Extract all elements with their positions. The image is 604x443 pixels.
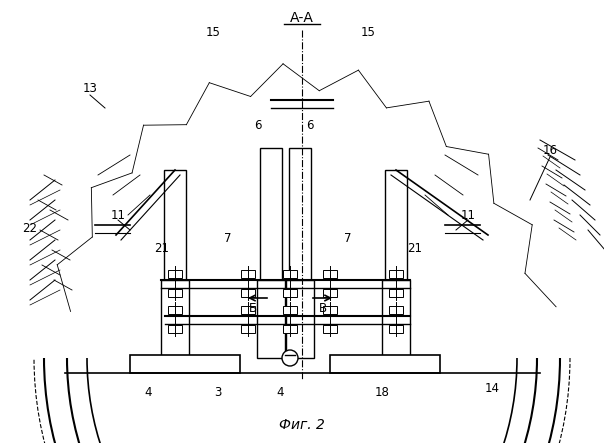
Bar [286,280,314,358]
Text: 6: 6 [254,118,262,132]
Bar [289,148,311,280]
Bar [323,270,337,278]
Bar [323,289,337,297]
Bar [283,289,297,297]
Text: 11: 11 [460,209,475,222]
Bar [389,270,403,278]
Bar [283,325,297,333]
Text: 21: 21 [408,241,423,254]
Text: 4: 4 [276,385,284,399]
Bar [130,355,240,373]
Text: 14: 14 [484,381,500,395]
Text: 21: 21 [155,241,170,254]
Bar [241,289,255,297]
Text: 15: 15 [205,26,220,39]
Bar [241,270,255,278]
Text: А-А: А-А [290,11,314,25]
Bar [389,325,403,333]
Text: 3: 3 [214,386,222,400]
Bar [330,355,440,373]
Bar [257,280,285,358]
Bar [168,289,182,297]
Text: 15: 15 [361,26,376,39]
Text: 7: 7 [224,232,232,245]
Circle shape [282,350,298,366]
Text: Фиг. 2: Фиг. 2 [279,418,325,432]
Bar [168,325,182,333]
Text: 16: 16 [542,144,557,156]
Bar [168,306,182,314]
Text: 7: 7 [344,232,352,245]
Bar [323,306,337,314]
Text: 6: 6 [306,118,313,132]
Bar [241,306,255,314]
Bar [323,325,337,333]
Text: 22: 22 [22,222,37,234]
Bar [382,280,410,358]
Text: 11: 11 [111,209,126,222]
Bar [164,170,186,280]
Bar [168,270,182,278]
Bar [283,306,297,314]
Bar [161,280,189,358]
Text: 13: 13 [83,82,97,94]
Bar [389,306,403,314]
Bar [241,325,255,333]
Bar [283,270,297,278]
Bar [385,170,407,280]
Text: 18: 18 [374,385,390,399]
Bar [260,148,282,280]
Text: В: В [319,302,327,315]
Bar [389,289,403,297]
Text: 4: 4 [144,385,152,399]
Text: Б: Б [249,302,257,315]
